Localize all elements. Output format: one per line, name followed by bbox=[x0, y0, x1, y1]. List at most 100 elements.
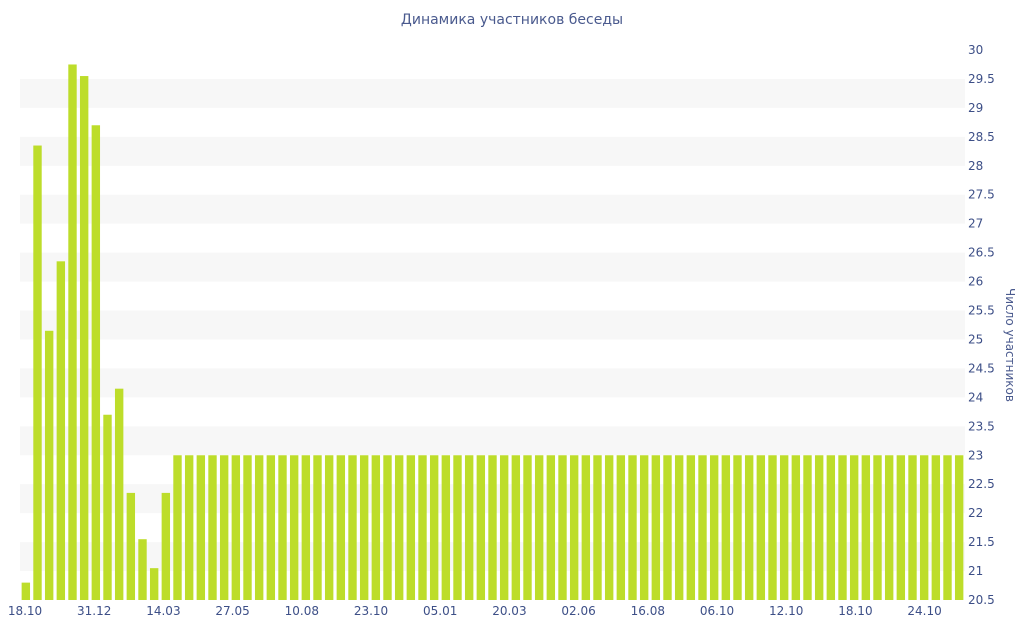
bar bbox=[68, 64, 77, 600]
bar bbox=[313, 455, 322, 600]
x-tick-label: 18.10 bbox=[8, 604, 42, 618]
bar bbox=[289, 455, 299, 600]
bar bbox=[406, 455, 416, 600]
y-tick-label: 26.5 bbox=[968, 246, 995, 260]
bar bbox=[814, 455, 824, 600]
y-tick-label: 23 bbox=[968, 448, 983, 462]
grid-band bbox=[20, 368, 965, 398]
bar bbox=[418, 455, 427, 600]
bar bbox=[149, 568, 159, 600]
y-tick-label: 29 bbox=[968, 101, 983, 115]
bar bbox=[138, 539, 147, 600]
bar bbox=[593, 455, 602, 600]
bar bbox=[173, 455, 182, 600]
y-tick-label: 28.5 bbox=[968, 130, 995, 144]
y-tick-label: 22 bbox=[968, 506, 983, 520]
bar bbox=[779, 455, 789, 600]
bar bbox=[464, 455, 474, 600]
bar bbox=[674, 455, 684, 600]
bar bbox=[301, 455, 311, 600]
y-tick-label: 28 bbox=[968, 159, 983, 173]
x-tick-label: 27.05 bbox=[215, 604, 249, 618]
bar bbox=[908, 455, 917, 600]
bar bbox=[628, 455, 637, 600]
y-tick-label: 21.5 bbox=[968, 535, 995, 549]
grid-band bbox=[20, 78, 965, 108]
bar bbox=[569, 455, 579, 600]
bar bbox=[254, 455, 264, 600]
bar bbox=[359, 455, 369, 600]
bar bbox=[394, 455, 404, 600]
bar bbox=[534, 455, 544, 600]
y-axis-ticks: 20.5 21 21.5 22 22.5 23 23.5 24 24.5 25 25.5 26 26.5… bbox=[968, 43, 995, 607]
bar bbox=[499, 455, 509, 600]
bar bbox=[266, 455, 276, 600]
x-tick-label: 20.03 bbox=[492, 604, 526, 618]
x-tick-label: 23.10 bbox=[354, 604, 388, 618]
bar bbox=[336, 455, 346, 600]
grid-band bbox=[20, 136, 965, 166]
x-tick-label: 10.08 bbox=[285, 604, 319, 618]
bar bbox=[429, 455, 439, 600]
bar bbox=[733, 455, 742, 600]
bar bbox=[324, 455, 334, 600]
bar bbox=[546, 455, 556, 600]
bar bbox=[231, 455, 241, 600]
bar bbox=[721, 455, 731, 600]
y-tick-label: 24 bbox=[968, 390, 983, 404]
bar bbox=[709, 455, 719, 600]
bar bbox=[849, 455, 859, 600]
y-tick-label: 27.5 bbox=[968, 188, 995, 202]
bar bbox=[826, 455, 836, 600]
bar bbox=[768, 455, 777, 600]
bar bbox=[103, 414, 112, 600]
y-tick-label: 30 bbox=[968, 43, 983, 57]
y-tick-label: 21 bbox=[968, 564, 983, 578]
bar bbox=[756, 455, 766, 600]
grid-band bbox=[20, 252, 965, 282]
x-tick-label: 06.10 bbox=[700, 604, 734, 618]
bar bbox=[558, 455, 567, 600]
x-tick-label: 14.03 bbox=[146, 604, 180, 618]
bar bbox=[161, 492, 171, 600]
bar bbox=[663, 455, 672, 600]
bar bbox=[791, 455, 801, 600]
bar bbox=[208, 455, 217, 600]
bars bbox=[21, 64, 964, 601]
bar bbox=[488, 455, 497, 600]
bar bbox=[651, 455, 661, 600]
y-tick-label: 26 bbox=[968, 275, 983, 289]
bar bbox=[686, 455, 696, 600]
bar bbox=[91, 125, 101, 601]
y-tick-label: 29.5 bbox=[968, 72, 995, 86]
bar bbox=[44, 330, 54, 600]
bar bbox=[931, 455, 941, 600]
bar bbox=[873, 455, 882, 600]
bar bbox=[861, 455, 871, 600]
bar bbox=[896, 455, 906, 600]
bar bbox=[196, 455, 206, 600]
bar bbox=[243, 455, 252, 600]
y-tick-label: 24.5 bbox=[968, 361, 995, 375]
bar bbox=[184, 455, 194, 600]
y-tick-label: 23.5 bbox=[968, 419, 995, 433]
y-axis-title: Число участников bbox=[1003, 288, 1017, 402]
bar bbox=[371, 455, 381, 600]
bar bbox=[278, 455, 287, 600]
grid-band bbox=[20, 310, 965, 340]
bar bbox=[803, 455, 812, 600]
bar bbox=[56, 261, 66, 600]
bar bbox=[219, 455, 229, 600]
x-tick-label: 16.08 bbox=[631, 604, 665, 618]
x-tick-label: 12.10 bbox=[769, 604, 803, 618]
bar bbox=[604, 455, 614, 600]
bar bbox=[21, 582, 31, 600]
bar bbox=[126, 492, 136, 600]
bar bbox=[639, 455, 649, 600]
bar bbox=[348, 455, 357, 600]
bar bbox=[919, 455, 929, 600]
bar bbox=[838, 455, 847, 600]
bar bbox=[453, 455, 462, 600]
bar bbox=[476, 455, 486, 600]
bar bbox=[943, 455, 952, 600]
